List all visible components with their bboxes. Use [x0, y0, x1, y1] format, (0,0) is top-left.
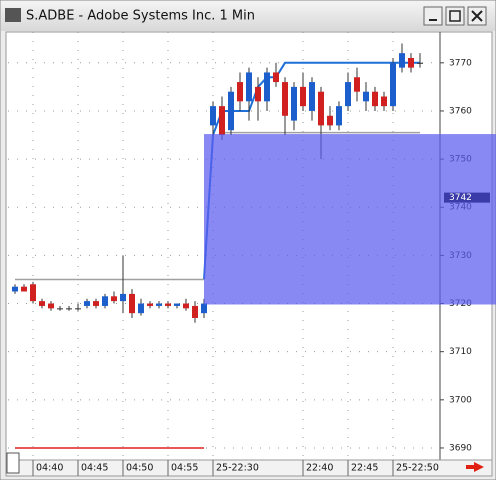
window-title: S.ADBE - Adobe Systems Inc. 1 Min: [26, 9, 255, 24]
x-tick-label: 04:55: [171, 463, 198, 474]
candle-body: [255, 86, 261, 102]
candle-body: [129, 293, 135, 314]
candle-body: [147, 303, 153, 306]
candle-body: [381, 96, 387, 107]
candle-body: [264, 72, 270, 102]
candle-body: [237, 82, 243, 102]
candle-body: [228, 91, 234, 131]
candle-body: [84, 301, 90, 306]
candle-body: [417, 62, 423, 64]
candle-body: [138, 303, 144, 314]
candle-body: [201, 303, 207, 314]
candle-body: [291, 86, 297, 121]
scroll-right-arrow[interactable]: [466, 462, 484, 472]
x-tick-label: 04:45: [81, 463, 108, 474]
candle-body: [354, 77, 360, 92]
x-tick-label: 22:45: [351, 463, 378, 474]
candle-body: [300, 86, 306, 107]
y-tick-label: 3700: [449, 395, 472, 405]
x-tick-label: 22:40: [306, 463, 333, 474]
candle-body: [327, 115, 333, 126]
candle-body: [363, 91, 369, 102]
candle-body: [390, 62, 396, 107]
last-price-label: 3742: [449, 193, 472, 203]
candle-body: [282, 82, 288, 116]
candle-body: [273, 72, 279, 83]
window-buttons: [423, 6, 487, 26]
candle-body: [309, 82, 315, 111]
maximize-icon: [449, 10, 461, 22]
candle-body: [408, 57, 414, 68]
x-tick-label: 25-22:30: [216, 463, 259, 474]
candle-body: [12, 286, 18, 292]
scroll-box[interactable]: [6, 452, 20, 474]
x-tick-label: 25-22:50: [396, 463, 439, 474]
y-tick-label: 3770: [449, 58, 472, 68]
price-zone: [204, 134, 496, 305]
candle-body: [120, 293, 126, 302]
y-tick-label: 3710: [449, 347, 472, 357]
y-tick-label: 3690: [449, 443, 472, 453]
candle-body: [75, 308, 81, 310]
candle-body: [336, 106, 342, 126]
candle-body: [30, 284, 36, 302]
x-axis-strip: [5, 459, 493, 477]
app-icon: [5, 8, 21, 22]
candle-body: [48, 303, 54, 309]
candle-body: [21, 286, 27, 292]
candle-body: [318, 91, 324, 126]
candle-body: [111, 296, 117, 302]
candle-body: [174, 303, 180, 306]
candle-body: [39, 301, 45, 306]
y-tick-label: 3760: [449, 106, 472, 116]
minimize-button[interactable]: [423, 6, 443, 26]
x-tick-label: 04:50: [126, 463, 153, 474]
candle-body: [183, 303, 189, 309]
x-tick-label: 04:40: [36, 463, 63, 474]
close-icon: [471, 10, 483, 22]
candle-body: [156, 303, 162, 306]
maximize-button[interactable]: [445, 6, 465, 26]
title-bar: [1, 1, 495, 31]
candle-body: [165, 303, 171, 306]
candle-body: [345, 82, 351, 107]
candle-body: [192, 305, 198, 318]
last-price-box: [444, 192, 490, 203]
candle-body: [66, 308, 72, 310]
candle-body: [102, 296, 108, 306]
candle-body: [219, 106, 225, 136]
candle-body: [57, 308, 63, 310]
candle-body: [372, 91, 378, 107]
candle-body: [246, 72, 252, 102]
candle-body: [210, 106, 216, 126]
candle-body: [93, 301, 99, 306]
candle-body: [399, 53, 405, 68]
